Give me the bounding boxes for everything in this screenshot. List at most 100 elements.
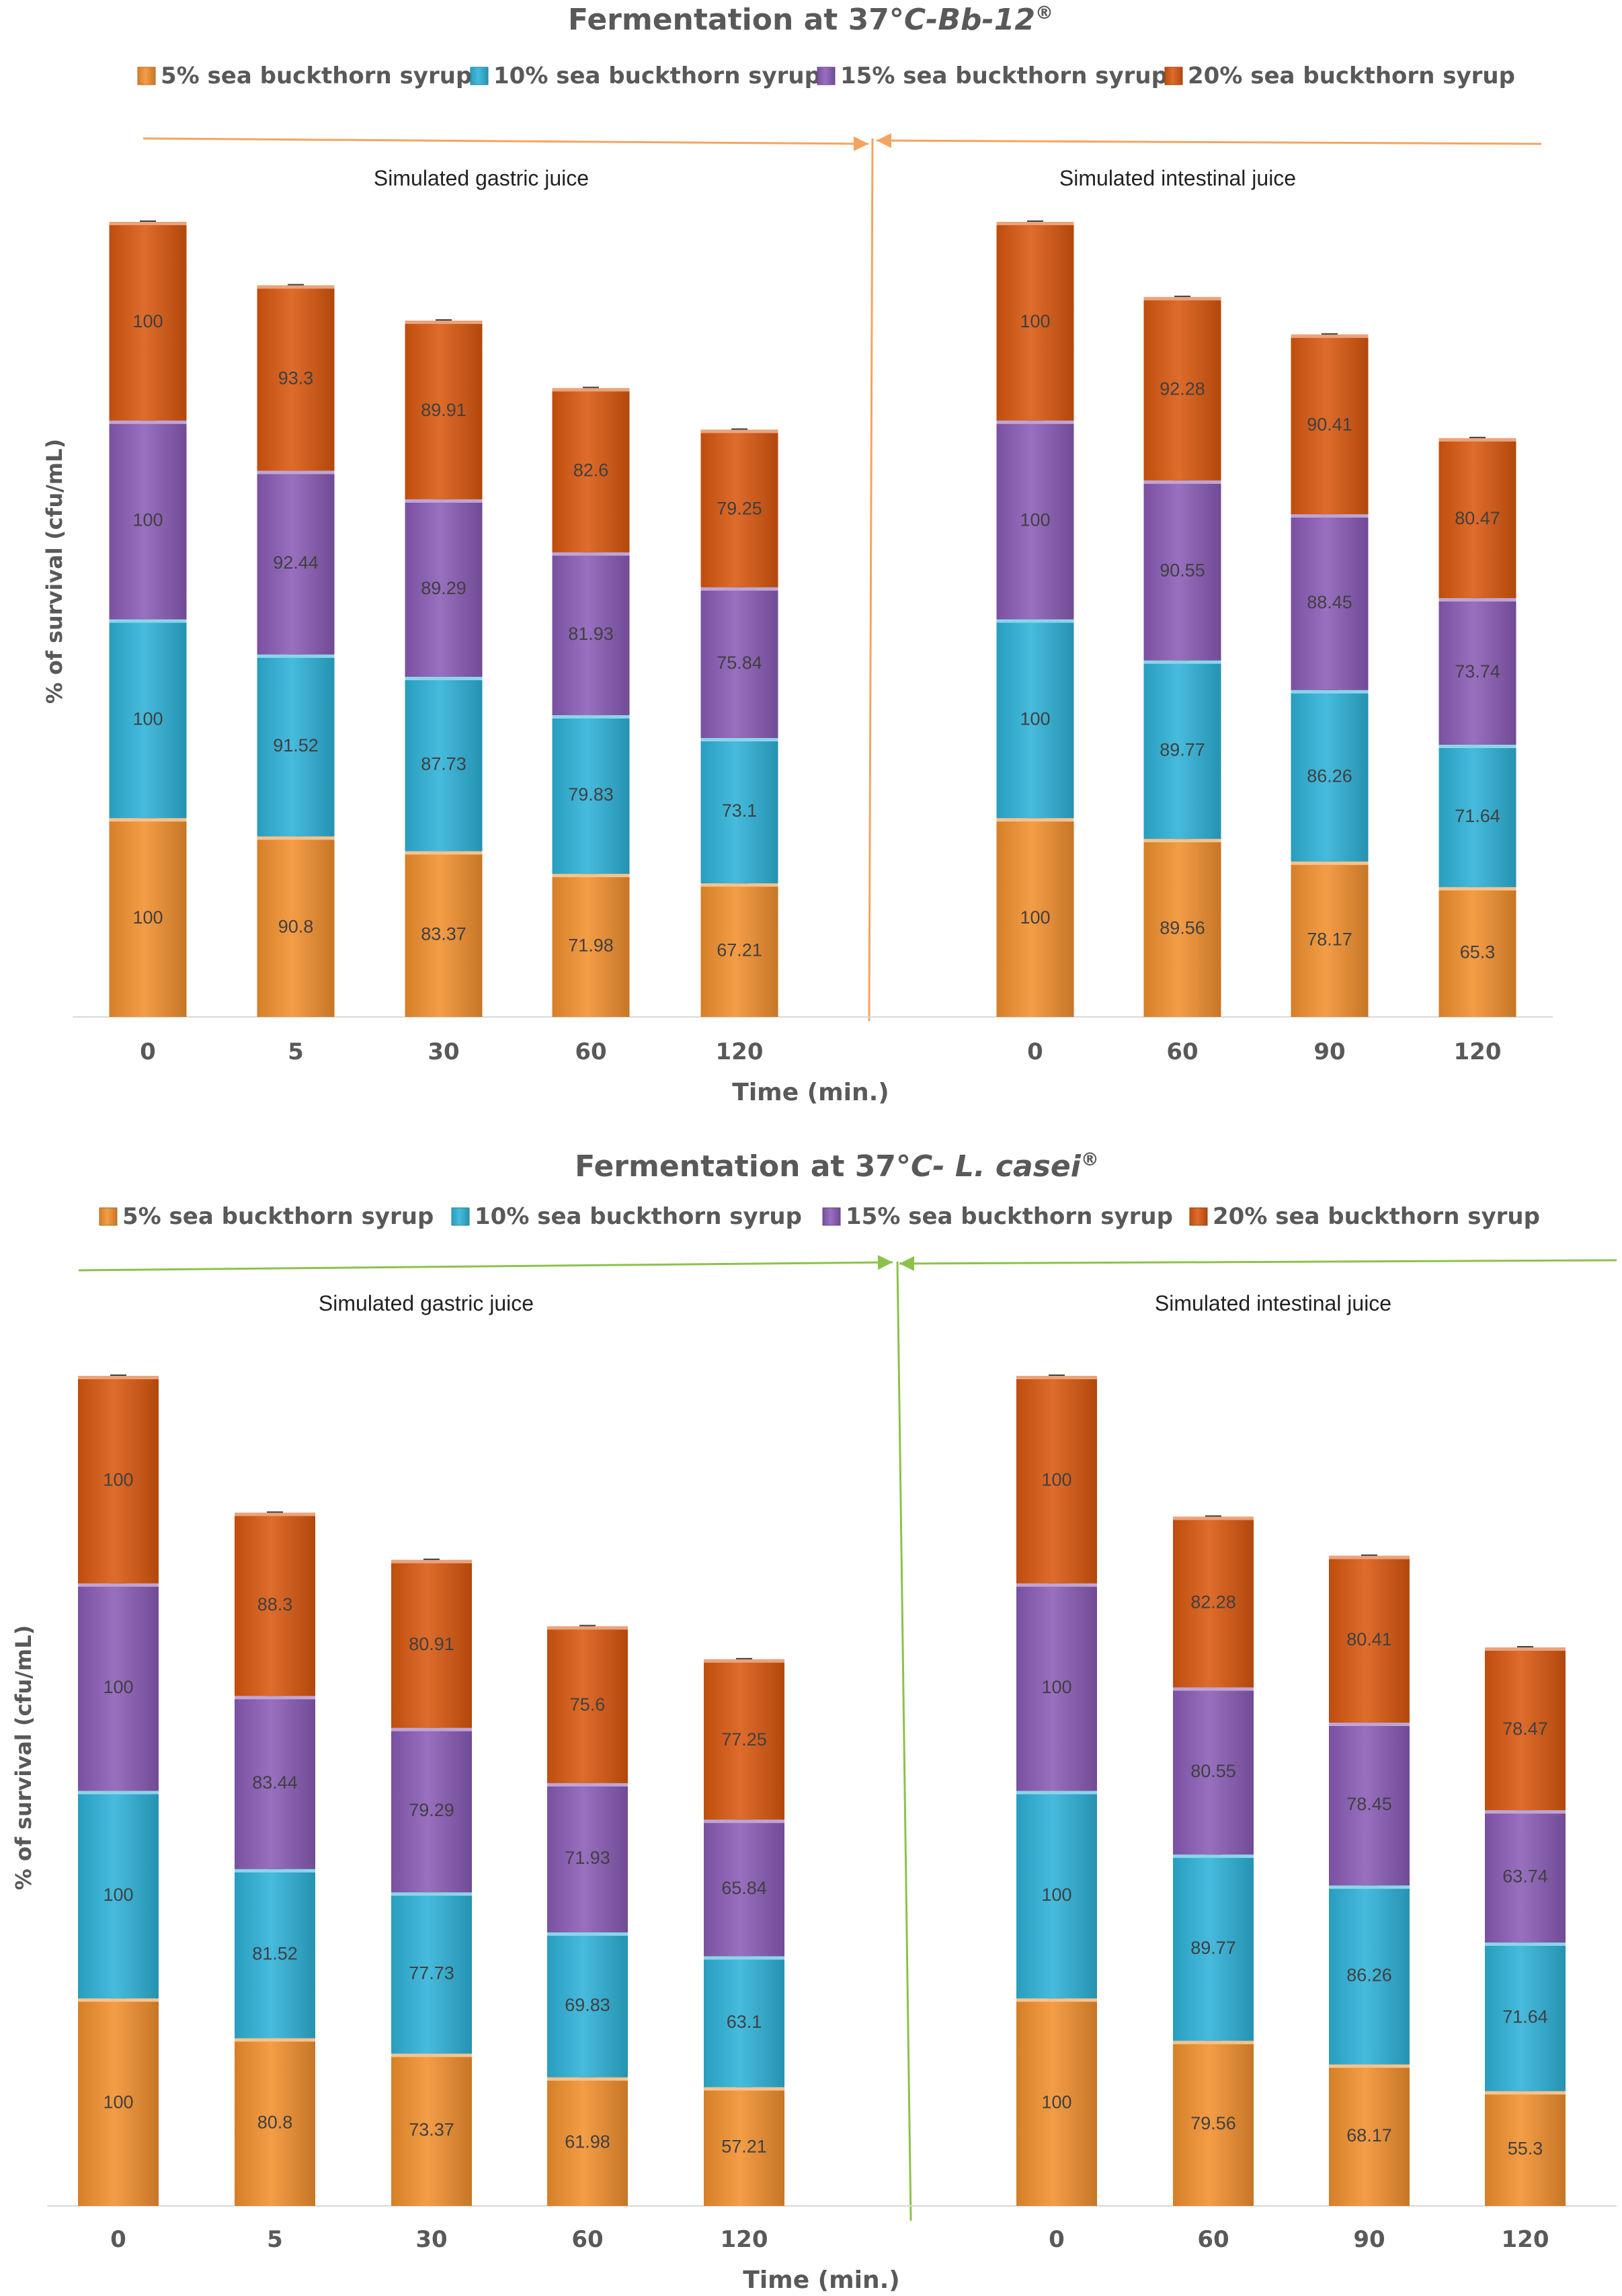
bar-segment-cap	[552, 552, 630, 556]
bar-segment-cap	[1329, 1555, 1410, 1559]
data-label: 79.29	[409, 1800, 454, 1820]
data-label: 63.1	[727, 2012, 762, 2032]
bar-segment-cap	[78, 1791, 159, 1795]
y-axis-label: % of survival (cfu/mL)	[11, 1625, 36, 1891]
region-label: Simulated intestinal juice	[1059, 166, 1296, 190]
data-label: 100	[132, 907, 163, 928]
bar-segment-cap	[109, 420, 187, 424]
bar-segment-cap	[996, 818, 1074, 822]
data-label: 75.84	[717, 653, 762, 673]
bar-segment	[391, 1727, 472, 1893]
data-label: 90.41	[1307, 414, 1352, 434]
bar-segment	[405, 320, 483, 499]
data-label: 61.98	[565, 2131, 610, 2151]
x-tick-label: 0	[110, 2226, 126, 2253]
data-label: 73.37	[409, 2120, 454, 2140]
data-label: 82.28	[1190, 1592, 1236, 1612]
bar-segment	[235, 1512, 315, 1696]
bar-segment	[1485, 1810, 1566, 1943]
bar-segment	[1291, 514, 1369, 690]
data-label: 73.1	[722, 801, 758, 821]
bar-segment-cap	[1016, 1583, 1097, 1587]
bar-segment	[1173, 1516, 1254, 1688]
bar-segment	[700, 429, 778, 587]
bar-segment-cap	[1016, 1791, 1097, 1795]
data-label: 80.47	[1455, 508, 1500, 528]
data-label: 100	[1041, 1469, 1071, 1489]
bar-segment	[1329, 1722, 1410, 1886]
bar-segment	[391, 2053, 472, 2206]
bar-segment-cap	[1291, 690, 1369, 694]
chart-title-registered: ®	[1035, 3, 1053, 24]
bar-segment-cap	[1173, 2041, 1254, 2045]
x-tick-label: 120	[1502, 2226, 1549, 2253]
data-label: 83.44	[252, 1772, 298, 1793]
data-label: 73.74	[1455, 661, 1500, 682]
data-label: 57.21	[721, 2137, 767, 2157]
bar-segment-cap	[109, 619, 187, 623]
bar-segment	[552, 388, 630, 552]
bar-segment	[109, 222, 187, 421]
bar-segment-cap	[552, 388, 630, 392]
bar-segment-cap	[996, 222, 1074, 225]
x-tick-label: 60	[1166, 1038, 1198, 1065]
intestinal-arrow-head	[899, 1256, 915, 1271]
data-label: 83.37	[421, 924, 467, 944]
bar-segment	[552, 715, 630, 874]
x-tick-label: 120	[721, 2226, 768, 2253]
data-label: 88.45	[1307, 592, 1352, 612]
data-label: 68.17	[1346, 2125, 1392, 2145]
bar-segment-cap	[1329, 1722, 1410, 1726]
data-label: 69.83	[565, 1995, 610, 2015]
data-label: 100	[1020, 510, 1050, 530]
region-label: Simulated intestinal juice	[1155, 1291, 1391, 1315]
bar-segment	[1173, 1687, 1254, 1855]
bar-segment	[1016, 1998, 1097, 2206]
legend-entry: 20% sea buckthorn syrup	[1213, 1203, 1540, 1230]
bar-segment	[257, 836, 335, 1017]
bar-segment	[78, 1998, 159, 2206]
bar-segment-cap	[1143, 839, 1221, 843]
bar-segment-cap	[405, 676, 483, 680]
bar-segment	[405, 499, 483, 677]
bar-segment	[1143, 296, 1221, 481]
bar-segment	[700, 587, 778, 739]
bar-segment-cap	[704, 2087, 784, 2091]
bar-segment-cap	[1291, 334, 1369, 338]
bar-segment-cap	[700, 429, 778, 434]
gastric-arrow-head	[877, 1255, 893, 1270]
phase-divider	[868, 138, 874, 1022]
bar-segment-cap	[78, 1998, 159, 2002]
x-tick-label: 5	[288, 1038, 304, 1065]
bar-segment-cap	[1143, 296, 1221, 300]
x-tick-label: 60	[1197, 2226, 1229, 2253]
bar-segment-cap	[704, 1956, 784, 1960]
bar-segment	[391, 1892, 472, 2054]
intestinal-arrow-head	[877, 133, 892, 149]
bar-segment-cap	[547, 1782, 628, 1787]
bar-segment-cap	[1438, 598, 1516, 602]
bar-segment-cap	[1173, 1687, 1254, 1691]
bar-segment	[552, 874, 630, 1017]
charts-root: Fermentation at 37°C-Bb-12®5% sea buckth…	[11, 3, 1617, 2294]
data-label: 89.77	[1160, 739, 1205, 760]
data-label: 100	[1020, 311, 1050, 331]
x-tick-label: 90	[1353, 2226, 1385, 2253]
data-label: 100	[1020, 907, 1050, 928]
chart-title-registered: ®	[1081, 1149, 1099, 1170]
bar-segment-cap	[1485, 1942, 1566, 1946]
legend-entry: 15% sea buckthorn syrup	[846, 1203, 1173, 1230]
bar-segment	[1016, 1791, 1097, 1999]
data-label: 100	[132, 708, 163, 729]
data-label: 93.3	[278, 368, 314, 388]
bar-segment	[996, 619, 1074, 819]
bar-segment-cap	[78, 1376, 159, 1379]
bar-segment	[1438, 438, 1516, 598]
data-label: 71.64	[1502, 2007, 1548, 2027]
bar-segment-cap	[1016, 1998, 1097, 2002]
bar-segment-cap	[257, 654, 335, 658]
data-label: 90.8	[278, 917, 314, 937]
legend-swatch	[817, 67, 836, 85]
data-label: 86.26	[1307, 766, 1352, 786]
data-label: 80.91	[409, 1634, 454, 1654]
